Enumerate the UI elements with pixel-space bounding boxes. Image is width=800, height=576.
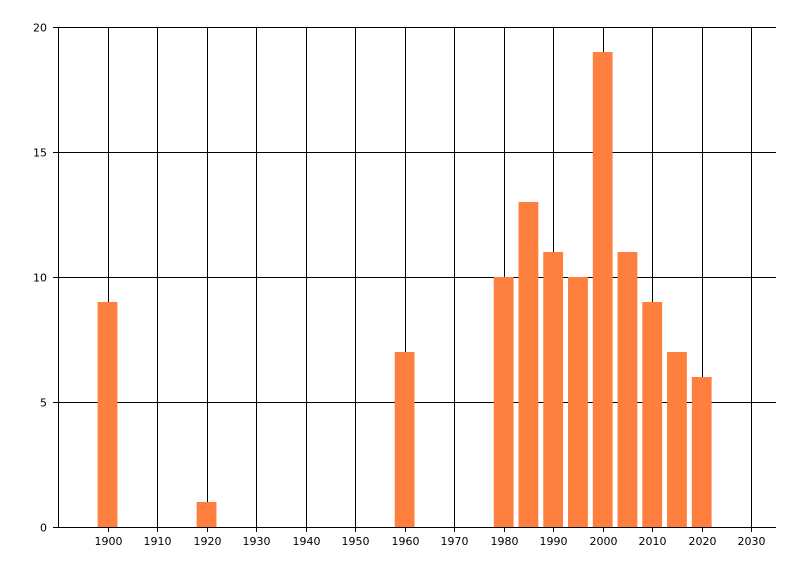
- x-tick-label: 1900: [95, 535, 123, 548]
- x-tick-label: 1950: [342, 535, 370, 548]
- bar-2005: [617, 252, 638, 527]
- x-tick-label: 1990: [540, 535, 568, 548]
- tick-labels: 0 5 10 15 20 1900 1910 1920 1930 1940 1950 1960 1970…: [33, 22, 766, 549]
- x-tick-label: 1970: [441, 535, 469, 548]
- x-tick-label: 1910: [144, 535, 172, 548]
- bar-1900: [97, 302, 118, 527]
- y-tick-label: 5: [40, 397, 47, 410]
- x-tick-label: 1930: [243, 535, 271, 548]
- y-tick-label: 15: [33, 147, 47, 160]
- y-tick-label: 10: [33, 272, 47, 285]
- bar-2010: [642, 302, 663, 527]
- x-tick-label: 2000: [590, 535, 618, 548]
- bar-1960: [394, 352, 415, 527]
- bar-2020: [691, 377, 712, 527]
- bar-1920: [196, 502, 217, 527]
- x-tick-label: 2020: [689, 535, 717, 548]
- y-tick-label: 0: [40, 522, 47, 535]
- bar-2000: [592, 52, 613, 527]
- axes: [53, 27, 776, 532]
- x-tick-label: 1980: [491, 535, 519, 548]
- bar-1995: [568, 277, 588, 527]
- bar-2015: [667, 352, 687, 527]
- x-tick-label: 1920: [194, 535, 222, 548]
- x-tick-label: 1940: [293, 535, 321, 548]
- bar-1980: [493, 277, 514, 527]
- x-tick-label: 2010: [639, 535, 667, 548]
- bar-1990: [543, 252, 564, 527]
- x-tick-label: 2030: [738, 535, 766, 548]
- bar-1985: [518, 202, 539, 527]
- x-tick-label: 1960: [392, 535, 420, 548]
- bars: [97, 52, 712, 527]
- y-tick-label: 20: [33, 22, 47, 35]
